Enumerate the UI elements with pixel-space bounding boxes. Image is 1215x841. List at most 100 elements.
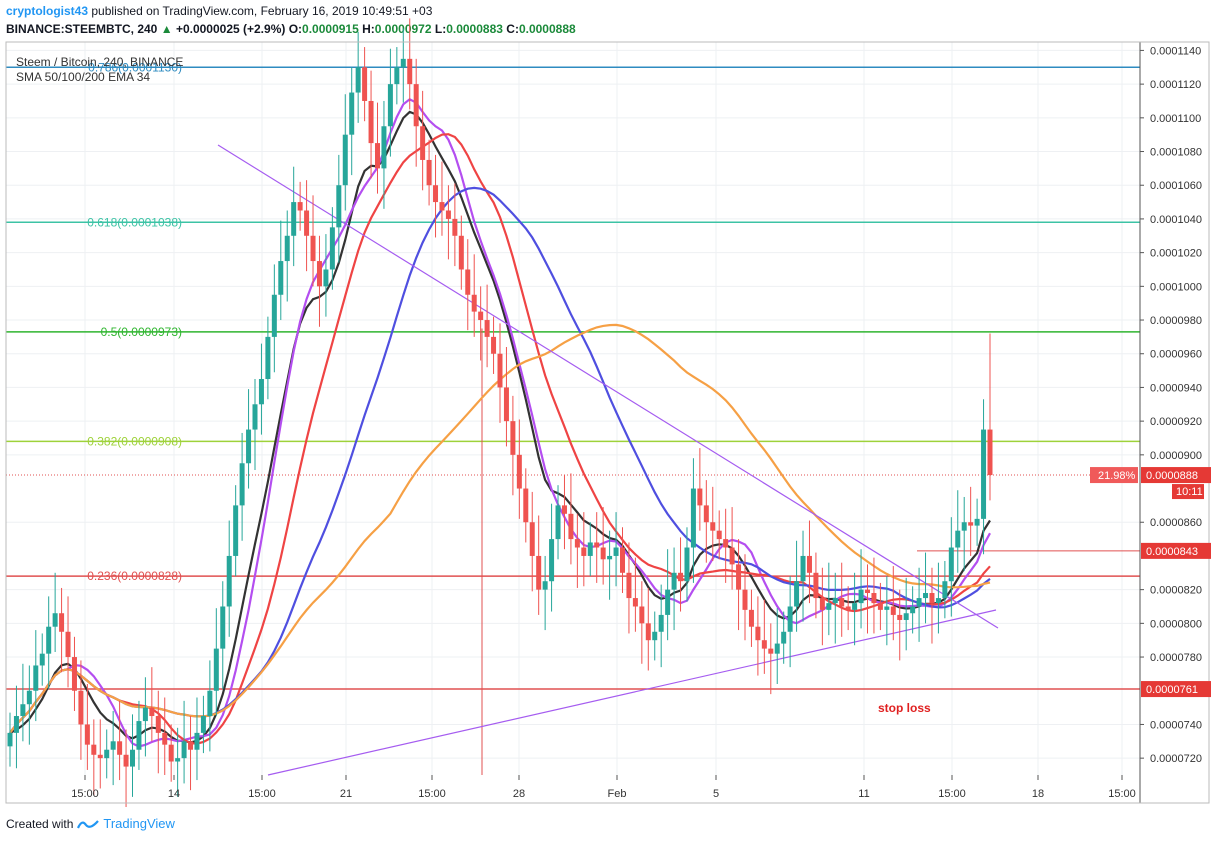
candle-body bbox=[349, 92, 355, 135]
candle-body bbox=[832, 598, 838, 604]
candle-body bbox=[433, 185, 439, 203]
legend-indicators: SMA 50/100/200 EMA 34 bbox=[16, 70, 150, 84]
candle-body bbox=[78, 690, 84, 725]
candle-body bbox=[387, 84, 393, 127]
fib-label: 0.618(0.0001038) bbox=[87, 215, 182, 229]
candle-body bbox=[420, 126, 426, 160]
candle-body bbox=[439, 202, 445, 211]
candle-body bbox=[510, 421, 516, 455]
candle-body bbox=[220, 606, 226, 649]
candle-body bbox=[471, 294, 477, 312]
y-tick-label: 0.0000800 bbox=[1150, 618, 1202, 630]
y-tick-label: 0.0000980 bbox=[1150, 315, 1202, 327]
candle-body bbox=[523, 488, 529, 523]
candle-body bbox=[839, 598, 845, 607]
moving-averages bbox=[9, 97, 991, 748]
candle-body bbox=[968, 522, 974, 526]
candle-body bbox=[723, 539, 729, 548]
candle-body bbox=[13, 716, 19, 733]
candle-body bbox=[607, 555, 613, 560]
candle-body bbox=[355, 67, 361, 93]
candle-body bbox=[342, 134, 348, 186]
candle-body bbox=[819, 598, 825, 610]
candle-body bbox=[813, 572, 819, 599]
chart-frame bbox=[5, 41, 1210, 804]
candle-body bbox=[639, 606, 645, 624]
candle-body bbox=[278, 261, 284, 295]
tradingview-brand[interactable]: TradingView bbox=[103, 816, 175, 831]
candle-body bbox=[445, 210, 451, 219]
candle-body bbox=[710, 522, 716, 531]
candle-body bbox=[852, 603, 858, 610]
candle-body bbox=[561, 505, 567, 514]
candle-body bbox=[503, 387, 509, 422]
candle-body bbox=[394, 67, 400, 85]
x-tick-label: 15:00 bbox=[248, 788, 276, 800]
fib-levels: 0.786(0.0001130) 0.618(0.0001038) 0.5(0.00… bbox=[6, 60, 1140, 775]
x-tick-label: 11 bbox=[858, 788, 869, 800]
candle-body bbox=[948, 547, 954, 582]
candle-body bbox=[632, 598, 638, 607]
candle-body bbox=[104, 749, 110, 759]
candle-body bbox=[929, 593, 935, 604]
candle-body bbox=[910, 606, 916, 614]
candle-body bbox=[942, 581, 948, 599]
candle-body bbox=[774, 643, 780, 654]
candle-body bbox=[761, 640, 767, 649]
candle-body bbox=[742, 589, 748, 610]
candle-body bbox=[46, 626, 52, 654]
last-price-tag: 0.0000888 bbox=[1146, 470, 1198, 482]
candle-body bbox=[375, 143, 380, 169]
y-tick-label: 0.0000820 bbox=[1150, 585, 1202, 597]
candle-body bbox=[265, 336, 271, 380]
candle-body bbox=[239, 463, 245, 506]
candle-body bbox=[7, 732, 13, 747]
candle-body bbox=[665, 589, 671, 615]
candle-body bbox=[413, 84, 419, 127]
candle-body bbox=[329, 227, 335, 270]
x-tick-label: 28 bbox=[513, 788, 525, 800]
candle-body bbox=[194, 732, 200, 750]
candle-body bbox=[748, 609, 754, 627]
grid bbox=[6, 42, 1140, 775]
candle-body bbox=[284, 235, 290, 262]
candle-body bbox=[884, 606, 890, 610]
y-tick-label: 0.0001000 bbox=[1150, 281, 1202, 293]
author-link[interactable]: cryptologist43 bbox=[6, 4, 89, 18]
candle-body bbox=[33, 665, 39, 691]
candle-body bbox=[890, 606, 896, 615]
y-tick-label: 0.0001100 bbox=[1150, 113, 1201, 125]
y-tick-label: 0.0001140 bbox=[1150, 45, 1201, 57]
sma-50-line bbox=[9, 97, 991, 748]
candle-body bbox=[155, 716, 161, 733]
fib-label: 0.236(0.0000828) bbox=[87, 569, 182, 583]
y-tick-label: 0.0000740 bbox=[1150, 719, 1202, 731]
candle-body bbox=[213, 648, 219, 691]
open-value: 0.0000915 bbox=[302, 22, 359, 36]
candle-body bbox=[955, 530, 961, 548]
candle-body bbox=[981, 429, 987, 519]
candle-body bbox=[806, 555, 812, 573]
candle-body bbox=[91, 744, 97, 755]
candle-body bbox=[65, 631, 71, 658]
candle-body bbox=[574, 539, 580, 548]
x-tick-label: 14 bbox=[168, 788, 180, 800]
candle-body bbox=[671, 572, 677, 590]
candle-body bbox=[755, 626, 761, 641]
publish-info: published on TradingView.com, February 1… bbox=[91, 4, 433, 18]
y-tick-label: 0.0001020 bbox=[1150, 248, 1202, 260]
open-label: O: bbox=[288, 22, 303, 36]
candle-body bbox=[304, 210, 310, 236]
price-tags: 0.0000888 0.0000843 0.0000761 10:11 21.98% bbox=[1090, 467, 1211, 698]
candle-body bbox=[271, 294, 277, 337]
y-tick-label: 0.0000960 bbox=[1150, 349, 1202, 361]
fib-label: 0.5(0.0000973) bbox=[101, 325, 182, 339]
candle-body bbox=[246, 429, 252, 464]
candle-body bbox=[923, 593, 929, 599]
ohlc-line: BINANCE:STEEMBTC, 240 ▲ +0.0000025 (+2.9… bbox=[6, 22, 576, 36]
candle-body bbox=[97, 754, 103, 759]
x-tick-label: 15:00 bbox=[71, 788, 99, 800]
low-label: L: bbox=[434, 22, 447, 36]
fib-label: 0.786(0.0001130) bbox=[88, 60, 182, 74]
